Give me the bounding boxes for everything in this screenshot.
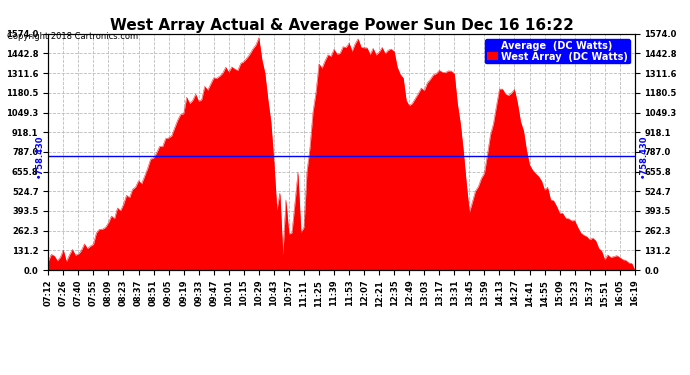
Legend: Average  (DC Watts), West Array  (DC Watts): Average (DC Watts), West Array (DC Watts… <box>484 39 630 63</box>
Text: •758.430: •758.430 <box>639 134 648 178</box>
Text: •758.430: •758.430 <box>35 134 44 178</box>
Text: Copyright 2018 Cartronics.com: Copyright 2018 Cartronics.com <box>7 32 138 41</box>
Title: West Array Actual & Average Power Sun Dec 16 16:22: West Array Actual & Average Power Sun De… <box>110 18 573 33</box>
